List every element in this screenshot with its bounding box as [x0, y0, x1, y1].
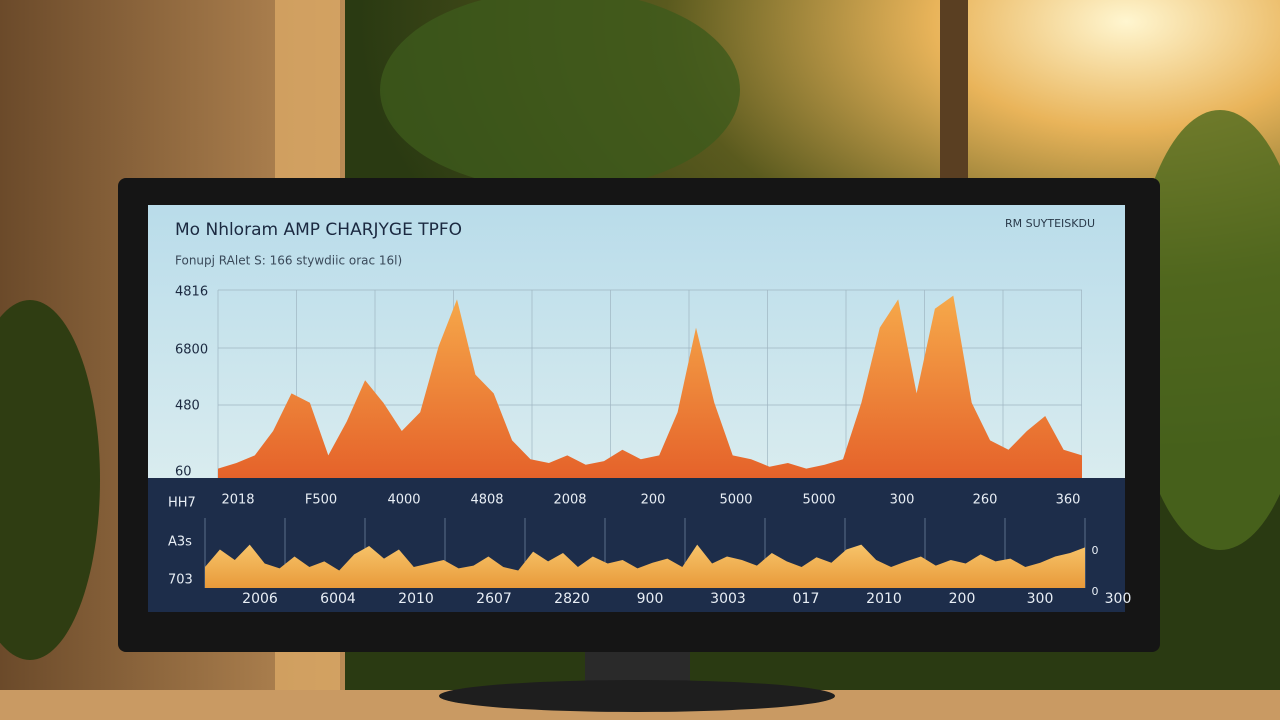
x-label: 900 — [637, 591, 664, 607]
leaves — [0, 300, 100, 660]
x-label: 300 — [890, 493, 915, 508]
x-label: 260 — [973, 493, 998, 508]
x-label: 2010 — [398, 591, 434, 607]
window-mullion — [940, 0, 968, 180]
y-label: 0 — [1092, 585, 1099, 598]
x-label: 2008 — [553, 493, 586, 508]
x-label: 2820 — [554, 591, 590, 607]
x-label: 4000 — [387, 493, 420, 508]
x-label: 3003 — [710, 591, 746, 607]
x-label: 017 — [793, 591, 820, 607]
y-label: A3s — [168, 535, 192, 550]
x-label: 300 — [1027, 591, 1054, 607]
y-label: 480 — [175, 399, 200, 414]
x-label: F500 — [305, 493, 337, 508]
x-label: 2607 — [476, 591, 512, 607]
y-label: 4816 — [175, 285, 208, 300]
x-label: 200 — [949, 591, 976, 607]
leaves — [380, 0, 740, 190]
x-label: 360 — [1056, 493, 1081, 508]
leaves — [1130, 110, 1280, 550]
x-label: 6004 — [320, 591, 356, 607]
area — [218, 295, 1082, 478]
monitor-base — [439, 680, 835, 712]
badge: RM SUYTEISKDU — [1005, 217, 1095, 230]
x-label: 200 — [641, 493, 666, 508]
area — [205, 544, 1085, 588]
y-label: 0 — [1092, 544, 1099, 557]
subtitle: Fonupj RAlet S: 166 stywdiic orac 16l) — [175, 254, 402, 268]
x-label: 2006 — [242, 591, 278, 607]
x-label: 2018 — [221, 493, 254, 508]
y-label: 6800 — [175, 343, 208, 358]
x-label: 4808 — [470, 493, 503, 508]
y-label: HH7 — [168, 496, 196, 511]
screen-lower — [148, 478, 1125, 612]
x-label: 5000 — [719, 493, 752, 508]
title: Mo Nhloram AMP CHARJYGE TPFO — [175, 220, 462, 240]
y-label: 703 — [168, 573, 193, 588]
x-label: 5000 — [802, 493, 835, 508]
x-label: 300 — [1105, 591, 1132, 607]
x-label: 2010 — [866, 591, 902, 607]
y-label: 60 — [175, 465, 192, 480]
